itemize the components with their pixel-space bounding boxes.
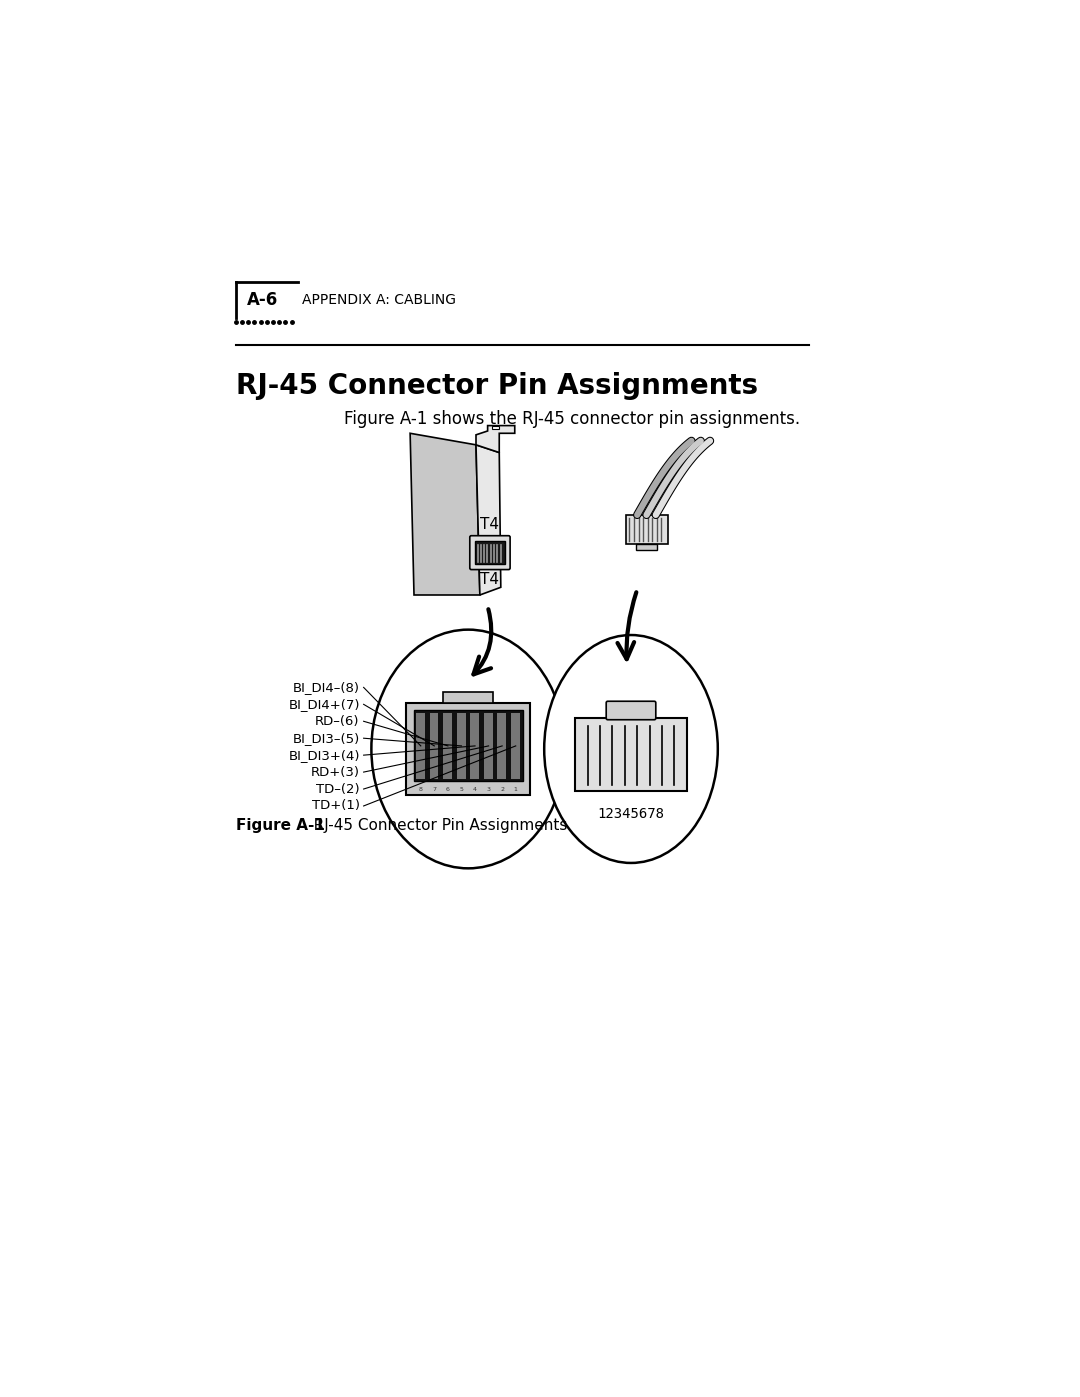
- Bar: [576, 718, 687, 791]
- Text: APPENDIX A: CABLING: APPENDIX A: CABLING: [301, 293, 456, 307]
- Polygon shape: [476, 426, 515, 453]
- Text: BI_DI3+(4): BI_DI3+(4): [288, 749, 360, 761]
- Text: A-6: A-6: [247, 291, 279, 309]
- Text: 8: 8: [419, 787, 422, 792]
- Bar: [457, 712, 465, 780]
- Bar: [484, 712, 492, 780]
- Bar: [470, 712, 480, 780]
- Text: RJ-45 Connector Pin Assignments: RJ-45 Connector Pin Assignments: [235, 372, 758, 400]
- FancyBboxPatch shape: [625, 515, 669, 545]
- Text: 6: 6: [446, 787, 450, 792]
- Text: BI_DI3–(5): BI_DI3–(5): [293, 732, 360, 745]
- Ellipse shape: [372, 630, 565, 869]
- Text: BI_DI4–(8): BI_DI4–(8): [293, 680, 360, 694]
- Bar: [416, 712, 424, 780]
- Bar: [406, 703, 530, 795]
- Text: Figure A-1 shows the RJ-45 connector pin assignments.: Figure A-1 shows the RJ-45 connector pin…: [345, 411, 800, 429]
- Text: RD–(6): RD–(6): [315, 715, 360, 728]
- Text: BI_DI4+(7): BI_DI4+(7): [288, 698, 360, 711]
- FancyBboxPatch shape: [470, 535, 510, 570]
- Text: 3: 3: [487, 787, 490, 792]
- Bar: [430, 712, 438, 780]
- Text: T4: T4: [481, 517, 499, 532]
- Text: Figure A-1: Figure A-1: [235, 819, 325, 833]
- FancyBboxPatch shape: [606, 701, 656, 719]
- Text: RD+(3): RD+(3): [311, 766, 360, 778]
- Bar: [414, 711, 523, 781]
- Text: T4: T4: [481, 573, 499, 587]
- Text: 2: 2: [500, 787, 504, 792]
- Polygon shape: [476, 444, 501, 595]
- Bar: [498, 712, 507, 780]
- Text: RJ-45 Connector Pin Assignments: RJ-45 Connector Pin Assignments: [299, 819, 568, 833]
- Bar: [511, 712, 519, 780]
- Bar: [444, 692, 494, 703]
- Text: 1: 1: [514, 787, 517, 792]
- Text: 4: 4: [473, 787, 477, 792]
- Polygon shape: [410, 433, 480, 595]
- Bar: [475, 541, 504, 564]
- Ellipse shape: [544, 636, 718, 863]
- Text: 7: 7: [432, 787, 436, 792]
- Text: TD+(1): TD+(1): [312, 799, 360, 813]
- Text: TD–(2): TD–(2): [316, 782, 360, 795]
- Text: 12345678: 12345678: [597, 807, 664, 821]
- Text: 5: 5: [459, 787, 463, 792]
- Bar: [491, 426, 499, 429]
- Bar: [443, 712, 451, 780]
- Bar: [636, 545, 658, 550]
